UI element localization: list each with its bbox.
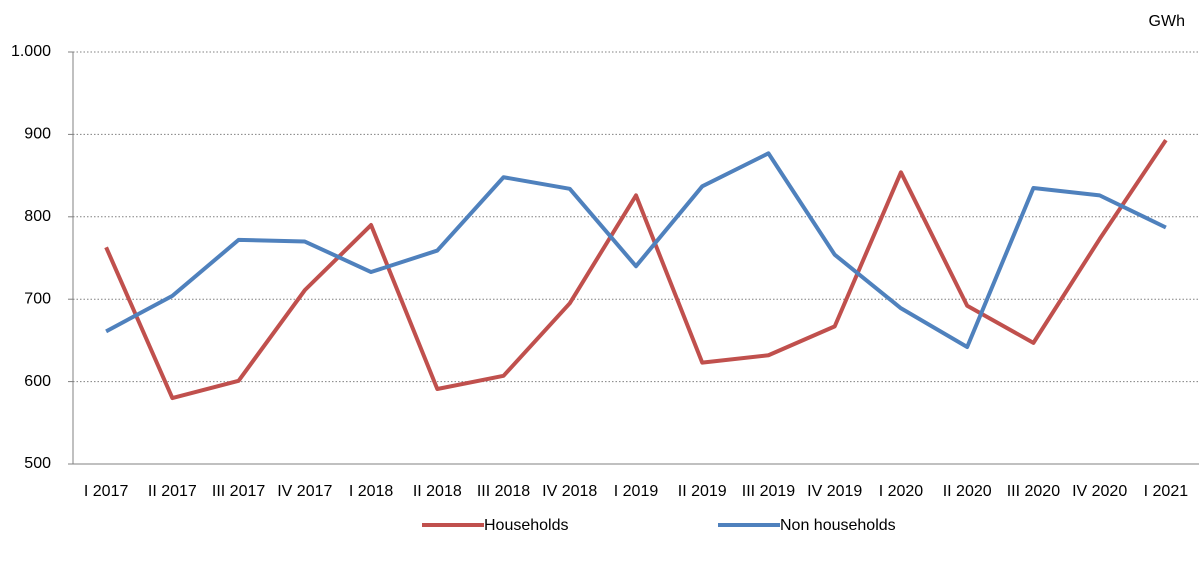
x-tick-label: I 2018 <box>349 483 394 500</box>
y-tick-label: 800 <box>24 208 51 225</box>
y-tick-label: 700 <box>24 290 51 307</box>
line-series <box>104 139 1168 401</box>
x-tick-label: IV 2017 <box>277 483 332 500</box>
x-tick-label: III 2019 <box>742 483 795 500</box>
unit-label: GWh <box>1149 13 1185 30</box>
x-tick-label: IV 2020 <box>1072 483 1127 500</box>
x-tick-label: I 2020 <box>879 483 924 500</box>
x-tick-label: II 2018 <box>413 483 462 500</box>
x-tick-label: IV 2018 <box>542 483 597 500</box>
x-tick-label: I 2019 <box>614 483 659 500</box>
x-tick-label: I 2021 <box>1144 483 1189 500</box>
y-tick-label: 900 <box>24 126 51 143</box>
x-tick-label: II 2017 <box>148 483 197 500</box>
y-tick-label: 500 <box>24 455 51 472</box>
y-tick-label: 1.000 <box>11 43 51 60</box>
x-tick-label: III 2017 <box>212 483 265 500</box>
x-tick-label: III 2018 <box>477 483 530 500</box>
x-tick-label: III 2020 <box>1007 483 1060 500</box>
legend-label: Households <box>484 517 569 534</box>
x-tick-label: IV 2019 <box>807 483 862 500</box>
line-series <box>105 151 1167 349</box>
x-tick-label: II 2019 <box>678 483 727 500</box>
x-tick-label: I 2017 <box>84 483 129 500</box>
legend-label: Non households <box>780 517 896 534</box>
x-tick-label: II 2020 <box>943 483 992 500</box>
y-tick-label: 600 <box>24 373 51 390</box>
